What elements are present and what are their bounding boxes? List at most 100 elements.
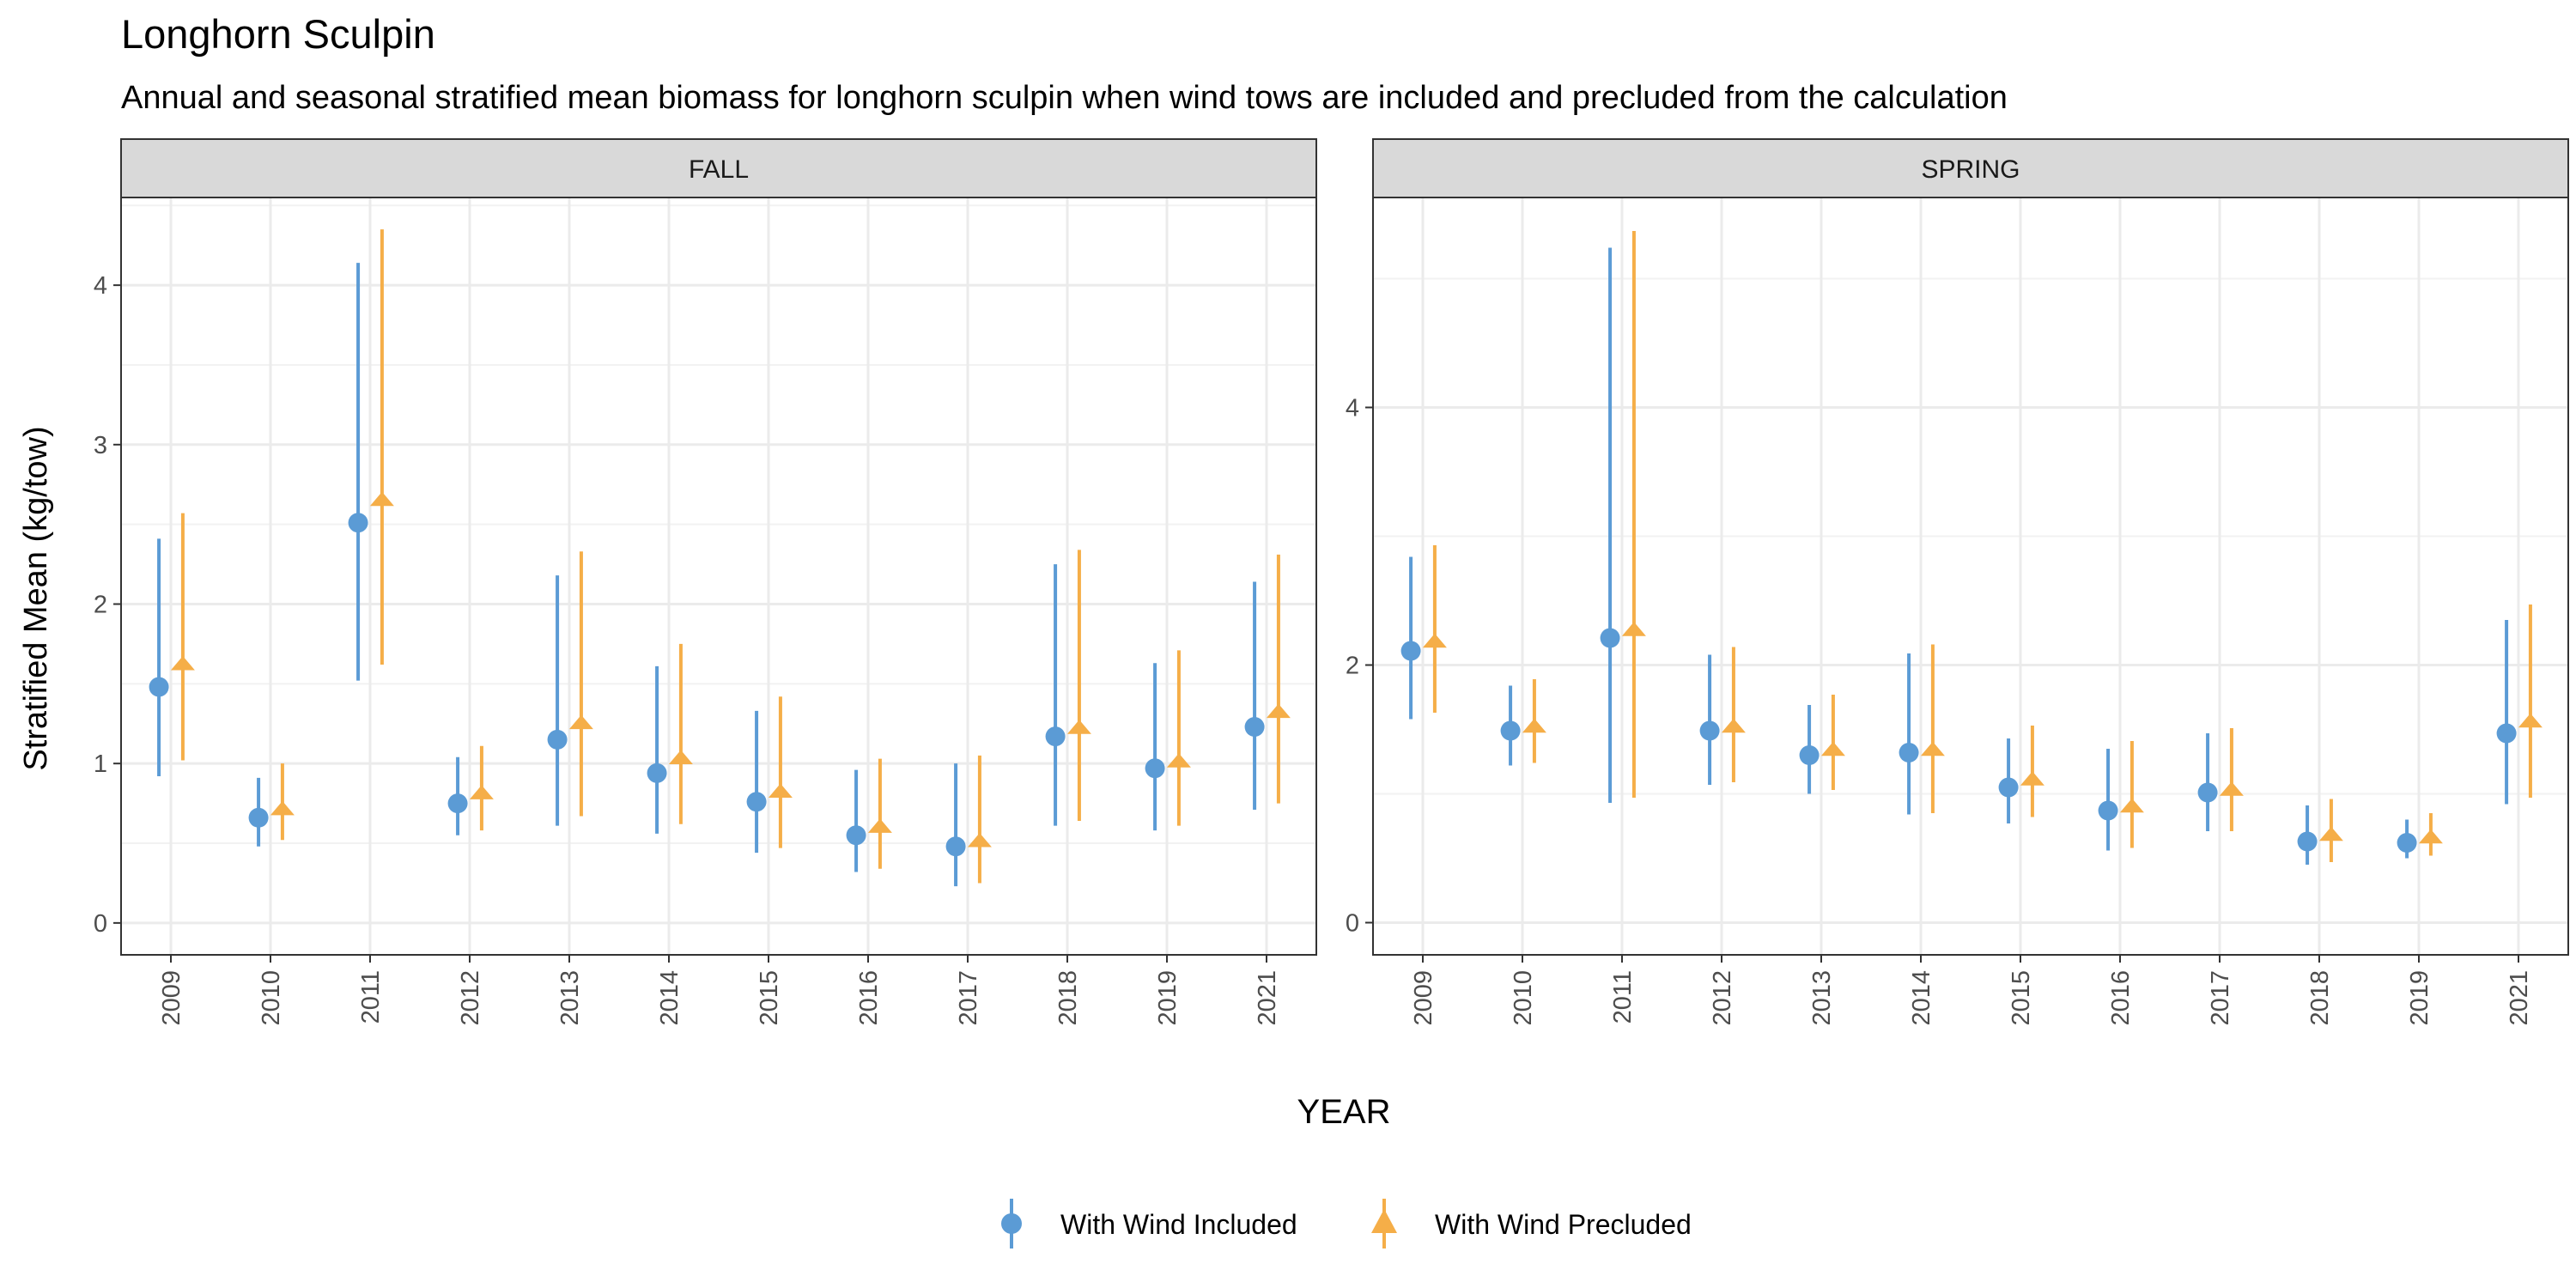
facet-strip	[120, 138, 1317, 198]
data-point	[1166, 753, 1191, 768]
x-tick-label: 2012	[457, 970, 484, 1026]
x-tick-label: 2010	[258, 970, 285, 1026]
data-point	[768, 783, 793, 798]
facet-strip	[1372, 138, 2569, 198]
x-tick-label: 2014	[1908, 970, 1935, 1026]
data-point	[2297, 831, 2318, 852]
data-point	[746, 792, 767, 812]
data-point	[1920, 741, 1945, 756]
data-point	[270, 800, 295, 816]
data-point	[1600, 628, 1620, 648]
x-tick-label: 2016	[855, 970, 883, 1026]
data-point	[1998, 777, 2019, 798]
x-tick-label: 2011	[1609, 970, 1637, 1024]
facet-label: SPRING	[1921, 155, 2020, 184]
legend-key-precluded-marker	[1371, 1209, 1397, 1233]
data-point	[1721, 718, 1746, 733]
y-tick-label: 0	[94, 910, 107, 938]
x-tick-label: 2018	[1054, 970, 1082, 1026]
facet-label: FALL	[689, 155, 749, 184]
data-point	[1621, 622, 1646, 636]
x-tick-label: 2009	[158, 970, 185, 1026]
y-tick-label: 4	[94, 272, 107, 300]
panel-border	[120, 197, 1317, 956]
data-point	[170, 655, 195, 671]
data-point	[1266, 703, 1291, 719]
data-point	[248, 807, 269, 828]
legend: With Wind Included With Wind Precluded	[1001, 1199, 1692, 1249]
data-point	[2219, 781, 2244, 796]
panel-spring: SPRING 0 2 4 2009 2010 2011 2012 2013 2014 2015 201…	[1346, 138, 2569, 1026]
x-tick-label: 2013	[556, 970, 584, 1026]
data-point	[1799, 745, 1820, 765]
x-tick-label: 2021	[1254, 970, 1281, 1026]
legend-label-precluded: With Wind Precluded	[1435, 1209, 1692, 1240]
x-tick-label: 2013	[1808, 970, 1836, 1026]
data-point	[2418, 829, 2443, 844]
x-tick-label: 2019	[1154, 970, 1182, 1026]
y-tick-label: 2	[1346, 653, 1359, 680]
data-point	[2496, 723, 2517, 744]
y-tick-label: 1	[94, 750, 107, 778]
x-tick-label: 2018	[2306, 970, 2334, 1026]
legend-key-included	[1001, 1199, 1022, 1249]
data-point	[1500, 720, 1521, 741]
legend-key-precluded	[1371, 1199, 1397, 1249]
chart-subtitle: Annual and seasonal stratified mean biom…	[121, 80, 2008, 116]
x-tick-label: 2012	[1709, 970, 1736, 1026]
y-tick-label: 2	[94, 591, 107, 618]
data-point	[647, 762, 667, 783]
data-point	[1522, 718, 1546, 733]
panels: FALL 0 1 2 3 4 2009 2010 2011 2012 2013 2014 2015 201…	[94, 138, 2569, 1026]
data-point	[447, 793, 468, 814]
data-point	[469, 785, 494, 799]
panel-fall: FALL 0 1 2 3 4 2009 2010 2011 2012 2013 2014 2015 201…	[94, 138, 1317, 1026]
series-wind-precluded	[1422, 231, 2543, 862]
legend-label-included: With Wind Included	[1060, 1209, 1297, 1240]
data-point	[945, 836, 966, 857]
data-point	[1244, 716, 1265, 737]
data-point	[2119, 798, 2144, 813]
x-tick-label: 2015	[756, 970, 783, 1026]
data-point	[348, 513, 368, 533]
x-tick-label: 2009	[1410, 970, 1437, 1026]
x-tick-label: 2021	[2506, 970, 2533, 1026]
x-tick-label: 2010	[1510, 970, 1537, 1026]
x-tick-label: 2016	[2107, 970, 2135, 1026]
data-point	[1400, 641, 1421, 661]
series-wind-included	[149, 263, 1265, 887]
x-tick-label: 2011	[357, 970, 385, 1024]
x-tick-label: 2019	[2406, 970, 2433, 1026]
data-point	[1066, 720, 1091, 734]
chart-title: Longhorn Sculpin	[121, 11, 435, 57]
data-point	[2020, 771, 2044, 786]
data-point	[2518, 713, 2543, 728]
x-axis-title: YEAR	[1297, 1093, 1391, 1131]
y-tick-label: 3	[94, 432, 107, 459]
data-point	[2318, 826, 2343, 841]
data-point	[867, 818, 892, 833]
y-tick-label: 0	[1346, 910, 1359, 938]
series-wind-included	[1400, 247, 2517, 865]
data-point	[568, 714, 593, 730]
data-point	[149, 677, 169, 697]
legend-key-included-marker	[1001, 1213, 1022, 1234]
data-point	[846, 825, 866, 846]
data-point	[1045, 726, 1066, 747]
data-point	[1145, 758, 1165, 779]
y-axis-title: Stratified Mean (kg/tow)	[18, 426, 54, 770]
panel-border	[1372, 197, 2569, 956]
x-tick-label: 2017	[2207, 970, 2234, 1026]
data-point	[2197, 782, 2218, 803]
data-point	[1899, 743, 1919, 762]
data-point	[668, 750, 693, 764]
series-wind-precluded	[170, 229, 1291, 884]
data-point	[369, 491, 394, 507]
data-point	[547, 729, 568, 750]
data-point	[1699, 720, 1720, 741]
x-tick-label: 2014	[656, 970, 683, 1026]
data-point	[1422, 633, 1447, 648]
data-point	[1820, 741, 1845, 756]
y-tick-label: 4	[1346, 395, 1359, 422]
